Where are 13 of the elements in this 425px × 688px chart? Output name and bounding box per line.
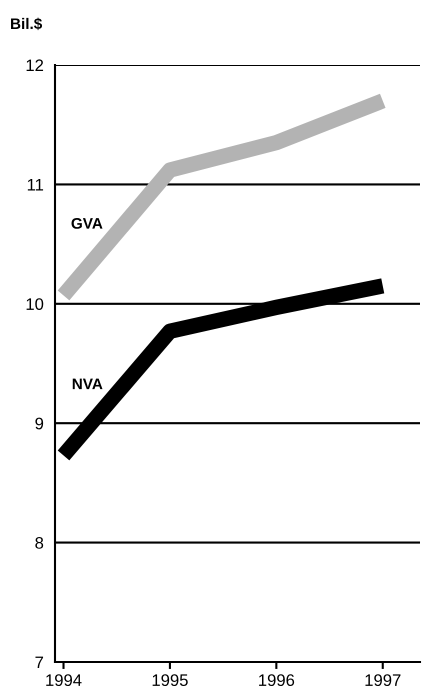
- y-tick-label: 10: [26, 298, 44, 310]
- y-axis-title: Bil.$: [11, 18, 42, 30]
- series-label: GVA: [72, 218, 102, 229]
- y-tick-label: 9: [35, 418, 44, 430]
- x-tick-label: 1994: [46, 674, 82, 686]
- x-tick-label: 1996: [259, 674, 294, 686]
- x-tick-label: 1997: [365, 674, 400, 686]
- y-tick-label: 7: [35, 656, 44, 668]
- x-tick-label: 1995: [152, 674, 188, 686]
- y-tick-label: 11: [28, 178, 44, 190]
- series-label: NVA: [72, 378, 102, 390]
- y-tick-label: 12: [26, 59, 44, 72]
- y-tick-label: 8: [35, 537, 44, 549]
